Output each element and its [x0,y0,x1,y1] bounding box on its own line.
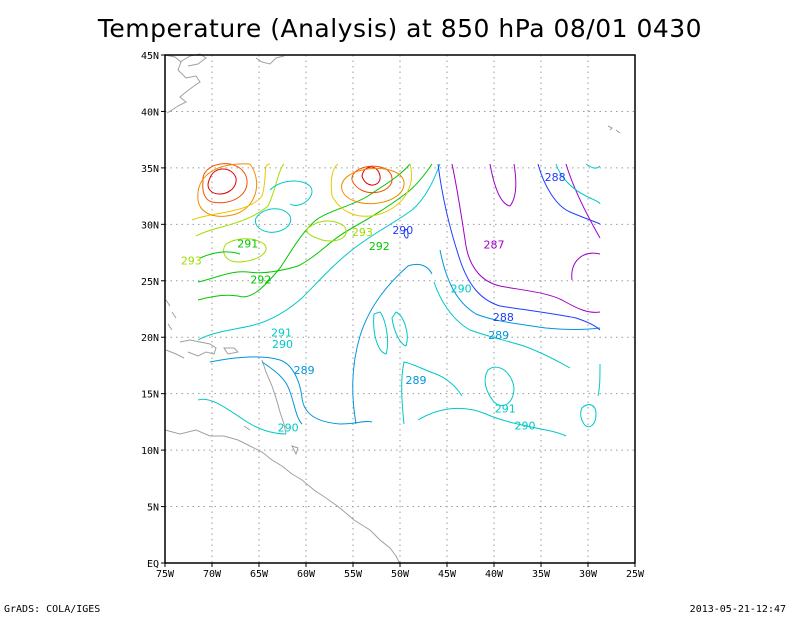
map-title: Temperature (Analysis) at 850 hPa 08/01 … [97,14,703,43]
contour-label: 287 [484,239,505,252]
contour-label: 290 [278,422,299,435]
contour-warm-east-ring3 [330,163,412,217]
contour-label: 293 [352,226,373,239]
y-tick-label: 40N [141,107,159,118]
contour-290-se-loop [580,404,597,428]
coastline-puerto-rico [223,347,240,355]
y-tick-label: EQ [147,559,159,570]
contour-label: 292 [250,274,271,287]
x-tick-label: 75W [156,569,175,580]
coastline-bahamas [165,299,177,331]
contour-lines [191,163,601,437]
contour-label: 288 [545,171,566,184]
contour-293-mid [306,220,347,242]
contour-293-loop [223,238,267,263]
contour-label: 290 [451,283,472,296]
coastline-cuba [165,349,185,359]
contour-warm-east-ring2 [341,167,405,205]
contour-label: 291 [271,327,292,340]
contour-290-loop-mid [373,311,389,355]
y-tick-label: 15N [141,390,159,401]
contour-warm-ring3 [191,163,271,221]
x-tick-label: 60W [297,569,316,580]
contour-labels: 2882872902932922912932922902882892912902… [181,171,566,435]
y-tick-label: 45N [141,51,159,62]
contour-292-west [199,251,241,259]
contour-289-west [209,356,373,425]
contour-label: 293 [181,254,202,267]
contour-288-north [537,163,601,225]
contour-290-loop-mid2 [391,311,408,347]
contour-287-north [565,163,601,239]
x-tick-label: 35W [532,569,551,580]
x-tick-label: 30W [579,569,598,580]
contour-label: 290 [515,419,536,432]
contour-cyan-ne [555,163,601,205]
coastline-trinidad [291,445,299,456]
contour-label: 290 [392,224,413,237]
contour-289-east [439,249,601,330]
contour-warm-ring [202,163,248,204]
contour-label: 289 [405,374,426,387]
coastline-north-america [164,54,201,114]
y-tick-label: 25N [141,277,159,288]
contour-287 [451,163,601,313]
coastline-lesser-antilles [243,359,287,435]
coastline-newfoundland [255,55,285,65]
contour-290-north [269,180,313,206]
contour-290-loop [255,208,292,233]
y-tick-label: 10N [141,446,159,457]
y-tick-label: 20N [141,333,159,344]
coastline-south-america [164,429,401,565]
contour-warm-core [207,168,237,195]
contour-290-south [197,398,287,435]
x-tick-label: 45W [438,569,457,580]
contour-label: 289 [488,329,509,342]
coastline-hispaniola [179,339,217,357]
contour-289-south [261,361,303,425]
x-tick-label: 25W [626,569,645,580]
contour-292 [197,163,433,283]
y-tick-label: 30N [141,220,159,231]
contour-290-east [433,281,571,369]
contour-289-mid [352,263,433,425]
map-grid [165,55,635,563]
contour-warm-east-ring [351,165,393,194]
y-tick-label: 5N [147,503,159,514]
x-tick-label: 65W [250,569,269,580]
contour-label: 292 [369,240,390,253]
coastline-bermuda [607,125,621,134]
x-tick-label: 50W [391,569,410,580]
coastline-nova-scotia [179,53,207,67]
contour-290-far-east [597,363,601,397]
contour-291-east [484,366,515,406]
footer-timestamp: 2013-05-21-12:47 [689,604,786,615]
contour-290-west [197,163,441,341]
contour-cyan-ne2 [585,163,601,169]
x-tick-label: 70W [203,569,222,580]
x-tick-label: 40W [485,569,504,580]
contour-290-southeast [417,407,567,437]
axis-ticks: 75W 70W 65W 60W 55W 50W 45W 40W 35W 30W 25W EQ 5N 10N… [141,51,645,580]
contour-warm-ring2 [197,163,258,217]
contour-label: 291 [237,238,258,251]
contour-label: 288 [493,311,514,324]
coastlines [164,53,621,565]
contour-290-mid [401,361,463,425]
contour-288 [437,163,601,331]
contour-287-east [489,163,517,207]
contour-label: 291 [495,402,516,415]
footer-credit: GrADS: COLA/IGES [4,604,101,615]
y-tick-label: 35N [141,164,159,175]
contour-label: 290 [272,338,293,351]
contour-label: 289 [294,364,315,377]
contour-290-small [403,228,409,239]
x-tick-label: 55W [344,569,363,580]
contour-287-east2 [571,252,601,281]
contour-293-west [195,163,285,237]
